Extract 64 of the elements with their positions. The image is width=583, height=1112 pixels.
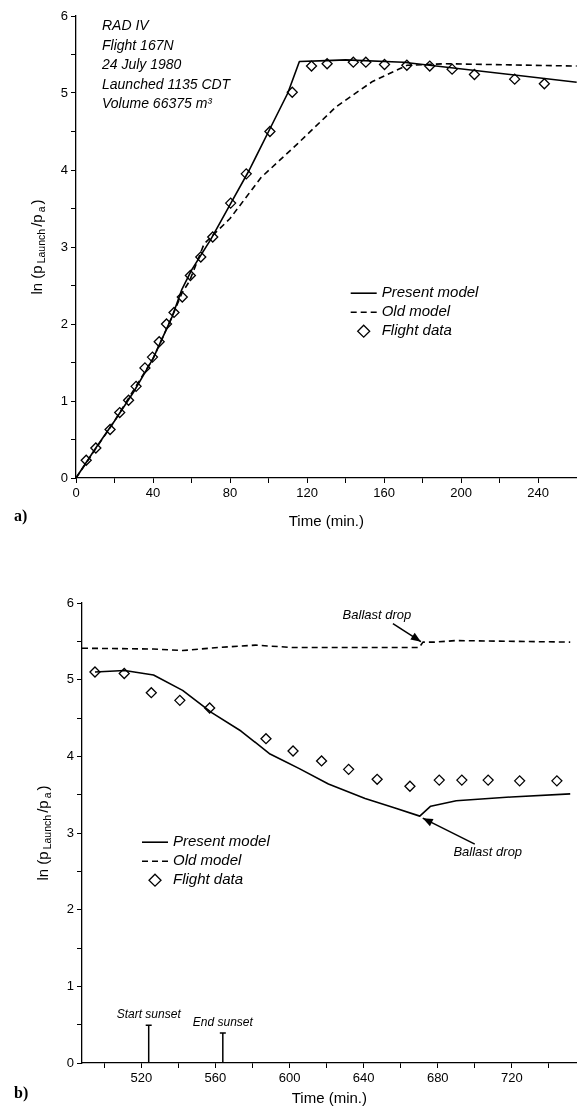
- annotation: Launched 1135 CDT: [102, 75, 232, 92]
- legend-label: Flight data: [381, 321, 452, 339]
- y-tick-label: 1: [66, 977, 74, 993]
- annotation: Flight 167N: [102, 36, 175, 53]
- x-tick-label: 40: [145, 485, 161, 501]
- y-tick-label: 0: [66, 1054, 74, 1070]
- y-tick-label: 0: [60, 469, 68, 485]
- point: [433, 774, 445, 786]
- annotation: Ballast drop: [453, 844, 523, 860]
- x-tick-label: 160: [373, 485, 395, 501]
- point: [456, 774, 468, 786]
- ref-line-label: Start sunset: [116, 1007, 182, 1022]
- y-tick-label: 6: [60, 7, 68, 23]
- point: [145, 687, 157, 699]
- y-tick-label: 5: [60, 84, 68, 100]
- x-tick-label: 640: [352, 1070, 375, 1086]
- point: [321, 58, 333, 70]
- point: [371, 773, 383, 785]
- legend-label: Present model: [173, 832, 271, 850]
- y-tick-label: 2: [66, 901, 74, 917]
- point: [551, 775, 563, 787]
- y-tick-label: 4: [66, 747, 74, 763]
- x-tick-label: 120: [296, 485, 318, 501]
- x-tick-label: 240: [527, 485, 550, 501]
- point: [305, 60, 318, 72]
- y-tick-label: 5: [66, 671, 74, 687]
- x-tick-label: 720: [501, 1070, 523, 1086]
- point: [315, 755, 328, 767]
- y-tick-label: 6: [66, 594, 74, 610]
- annotation: 24 July 1980: [101, 56, 182, 72]
- point: [118, 667, 130, 680]
- y-tick-label: 3: [66, 824, 74, 840]
- point: [513, 775, 526, 787]
- ref-line-label: End sunset: [192, 1015, 254, 1030]
- y-tick-label: 2: [60, 315, 68, 331]
- legend-label: Flight data: [173, 870, 244, 888]
- x-tick-label: 680: [426, 1070, 449, 1086]
- x-axis-title: Time (min.): [288, 512, 364, 530]
- y-axis-title: ln (pLaunch/pa): [34, 785, 53, 881]
- x-tick-label: 200: [450, 485, 473, 501]
- y-tick-label: 1: [60, 392, 68, 408]
- text: a): [14, 507, 28, 525]
- x-tick-label: 560: [204, 1070, 227, 1086]
- x-tick-label: 520: [130, 1070, 153, 1086]
- x-axis-title: Time (min.): [291, 1089, 367, 1107]
- y-tick-label: 4: [60, 161, 68, 177]
- annotation: Volume 66375 m³: [102, 95, 213, 111]
- legend-label: Present model: [381, 283, 480, 301]
- annotation: RAD IV: [102, 17, 151, 33]
- annotation: Ballast drop: [342, 606, 412, 622]
- point: [342, 763, 355, 776]
- legend-label: Old model: [173, 851, 243, 869]
- legend-label: Old model: [381, 302, 451, 320]
- text: b): [14, 1084, 29, 1102]
- y-tick-label: 3: [60, 238, 68, 254]
- x-tick-label: 80: [222, 485, 238, 501]
- point: [482, 774, 494, 786]
- x-tick-label: 600: [278, 1070, 301, 1086]
- point: [404, 780, 416, 792]
- point: [538, 78, 550, 90]
- y-axis-title: ln (pLaunch/pa): [28, 199, 47, 295]
- point: [174, 694, 186, 707]
- point: [509, 73, 521, 85]
- point: [260, 733, 272, 745]
